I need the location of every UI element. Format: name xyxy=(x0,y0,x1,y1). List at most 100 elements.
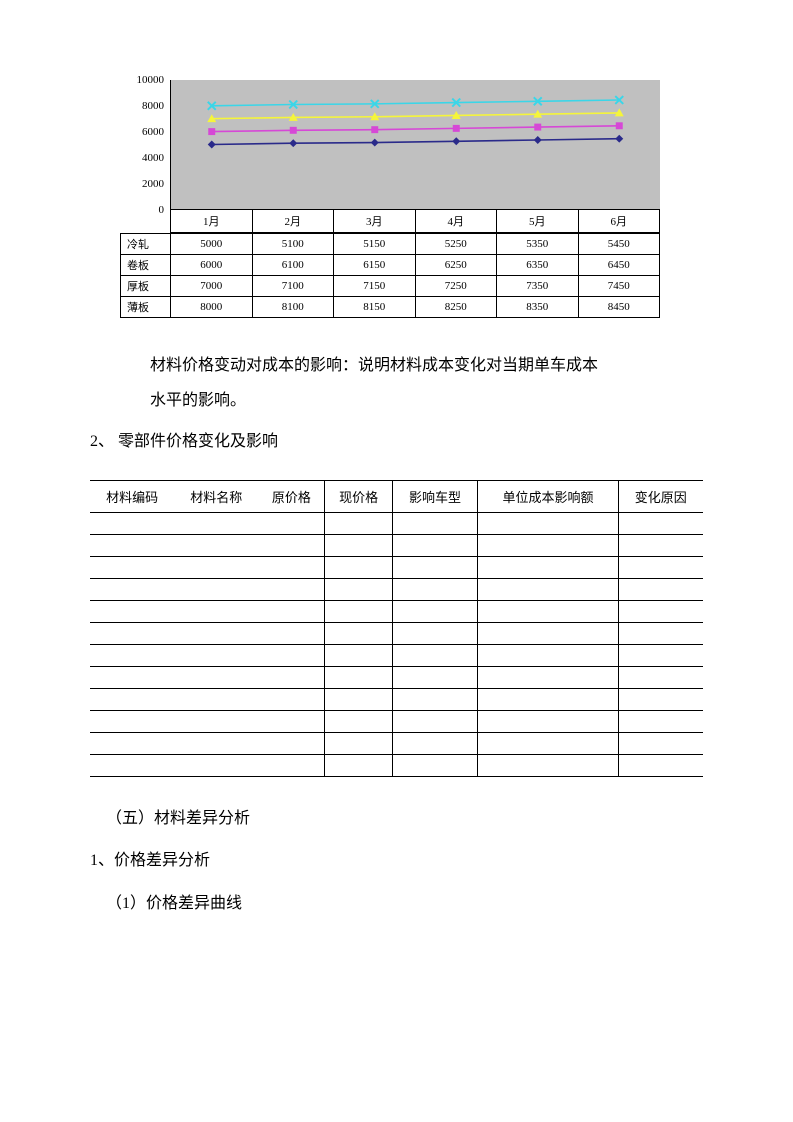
parts-table-cell xyxy=(478,710,618,732)
parts-table-cell xyxy=(618,556,703,578)
document-page: 0200040006000800010000 1月2月3月4月5月6月 冷轧50… xyxy=(0,0,793,963)
parts-table-cell xyxy=(325,644,392,666)
series-value-cell: 8450 xyxy=(578,297,660,318)
series-name-cell: 卷板 xyxy=(121,255,171,276)
parts-table-cell xyxy=(174,512,258,534)
parts-table-cell xyxy=(325,534,392,556)
parts-table-header-cell: 影响车型 xyxy=(392,480,478,512)
parts-table-cell xyxy=(618,622,703,644)
parts-table-cell xyxy=(618,578,703,600)
series-name-cell: 冷轧 xyxy=(121,234,171,255)
parts-table-cell xyxy=(174,600,258,622)
parts-table-cell xyxy=(174,644,258,666)
series-value-cell: 6000 xyxy=(171,255,253,276)
series-value-cell: 6250 xyxy=(415,255,497,276)
x-category-label: 5月 xyxy=(497,210,579,233)
parts-table-cell xyxy=(90,534,174,556)
parts-table-cell xyxy=(392,666,478,688)
series-value-cell: 6100 xyxy=(252,255,334,276)
parts-table-cell xyxy=(325,556,392,578)
parts-table-cell xyxy=(258,600,325,622)
parts-table-cell xyxy=(325,666,392,688)
parts-table-cell xyxy=(392,556,478,578)
parts-table-cell xyxy=(90,644,174,666)
parts-table-header-cell: 单位成本影响额 xyxy=(478,480,618,512)
series-value-cell: 7100 xyxy=(252,276,334,297)
parts-table-cell xyxy=(90,600,174,622)
parts-table-cell xyxy=(392,688,478,710)
parts-table-cell xyxy=(258,644,325,666)
parts-table-cell xyxy=(325,512,392,534)
parts-table-cell xyxy=(90,710,174,732)
parts-table-cell xyxy=(618,754,703,776)
parts-table-cell xyxy=(174,754,258,776)
material-price-impact-text-line2: 水平的影响。 xyxy=(150,383,693,418)
y-tick-label: 8000 xyxy=(142,100,164,112)
parts-table-cell xyxy=(258,622,325,644)
parts-table-cell xyxy=(478,622,618,644)
series-value-cell: 6150 xyxy=(334,255,416,276)
parts-table-cell xyxy=(258,688,325,710)
series-value-cell: 7250 xyxy=(415,276,497,297)
y-tick-label: 2000 xyxy=(142,178,164,190)
chart-data-table: 冷轧500051005150525053505450卷板600061006150… xyxy=(120,233,660,318)
chart-plot-area xyxy=(170,80,660,210)
parts-table-cell xyxy=(325,578,392,600)
series-value-cell: 8250 xyxy=(415,297,497,318)
parts-table-cell xyxy=(618,512,703,534)
parts-table-cell xyxy=(325,710,392,732)
parts-table-cell xyxy=(258,512,325,534)
parts-table-cell xyxy=(90,622,174,644)
parts-table-header-cell: 材料名称 xyxy=(174,480,258,512)
chart-svg xyxy=(171,80,660,209)
series-value-cell: 5100 xyxy=(252,234,334,255)
parts-table-cell xyxy=(618,710,703,732)
parts-table-cell xyxy=(174,534,258,556)
parts-table-cell xyxy=(90,732,174,754)
parts-table-cell xyxy=(258,732,325,754)
parts-table-cell xyxy=(325,600,392,622)
parts-table-cell xyxy=(174,732,258,754)
parts-table-cell xyxy=(478,688,618,710)
parts-table-cell xyxy=(174,556,258,578)
series-value-cell: 7450 xyxy=(578,276,660,297)
series-value-cell: 5250 xyxy=(415,234,497,255)
parts-table-header-cell: 材料编码 xyxy=(90,480,174,512)
series-value-cell: 8000 xyxy=(171,297,253,318)
chart-x-axis: 1月2月3月4月5月6月 xyxy=(170,210,660,233)
parts-table-cell xyxy=(258,578,325,600)
parts-table-cell xyxy=(174,710,258,732)
parts-table-cell xyxy=(618,732,703,754)
parts-table-cell xyxy=(618,600,703,622)
y-tick-label: 10000 xyxy=(137,74,165,86)
parts-table-cell xyxy=(392,600,478,622)
parts-table-cell xyxy=(478,556,618,578)
series-value-cell: 6350 xyxy=(497,255,579,276)
series-value-cell: 5000 xyxy=(171,234,253,255)
section-5-1-1-heading: （1）价格差异曲线 xyxy=(106,886,703,923)
price-trend-chart: 0200040006000800010000 xyxy=(120,80,660,210)
parts-table-cell xyxy=(258,556,325,578)
parts-table-cell xyxy=(392,578,478,600)
y-tick-label: 6000 xyxy=(142,126,164,138)
parts-table-cell xyxy=(478,578,618,600)
parts-table-header-cell: 现价格 xyxy=(325,480,392,512)
parts-table-cell xyxy=(90,688,174,710)
parts-table-cell xyxy=(392,622,478,644)
parts-table-cell xyxy=(478,754,618,776)
parts-table-cell xyxy=(90,556,174,578)
series-value-cell: 5350 xyxy=(497,234,579,255)
parts-table-cell xyxy=(90,578,174,600)
parts-table-cell xyxy=(258,754,325,776)
series-value-cell: 5150 xyxy=(334,234,416,255)
parts-table-cell xyxy=(478,732,618,754)
parts-table-cell xyxy=(478,600,618,622)
parts-table-cell xyxy=(392,754,478,776)
parts-table-cell xyxy=(392,732,478,754)
parts-table-cell xyxy=(325,622,392,644)
parts-table-cell xyxy=(90,754,174,776)
parts-table-cell xyxy=(392,512,478,534)
parts-price-change-table: 材料编码材料名称原价格现价格影响车型单位成本影响额变化原因 xyxy=(90,480,703,777)
series-value-cell: 7150 xyxy=(334,276,416,297)
series-value-cell: 8350 xyxy=(497,297,579,318)
